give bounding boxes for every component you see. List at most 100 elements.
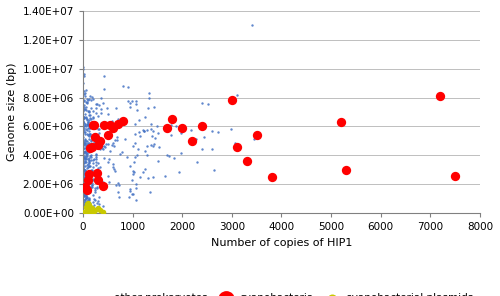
other prokaryotes: [79, 168, 87, 173]
other prokaryotes: [79, 120, 87, 125]
other prokaryotes: [79, 167, 87, 171]
cyanobacterial plasmids: [99, 210, 107, 215]
other prokaryotes: [99, 204, 107, 208]
other prokaryotes: [88, 120, 96, 125]
other prokaryotes: [84, 101, 92, 106]
other prokaryotes: [82, 143, 90, 148]
other prokaryotes: [79, 120, 87, 125]
other prokaryotes: [80, 116, 88, 120]
other prokaryotes: [80, 65, 88, 70]
other prokaryotes: [86, 205, 94, 210]
other prokaryotes: [81, 141, 89, 146]
other prokaryotes: [82, 195, 90, 200]
other prokaryotes: [81, 145, 89, 150]
other prokaryotes: [85, 149, 93, 153]
other prokaryotes: [80, 149, 88, 154]
other prokaryotes: [80, 200, 88, 205]
other prokaryotes: [80, 130, 88, 135]
other prokaryotes: [81, 141, 89, 145]
other prokaryotes: [81, 150, 89, 155]
other prokaryotes: [116, 152, 124, 157]
other prokaryotes: [88, 155, 96, 160]
other prokaryotes: [84, 183, 92, 188]
cyanobacteria: [268, 175, 276, 179]
other prokaryotes: [80, 156, 88, 160]
other prokaryotes: [105, 132, 113, 137]
other prokaryotes: [99, 101, 107, 106]
other prokaryotes: [164, 154, 172, 158]
other prokaryotes: [175, 169, 183, 174]
other prokaryotes: [98, 146, 106, 151]
other prokaryotes: [108, 119, 116, 124]
other prokaryotes: [89, 193, 97, 198]
other prokaryotes: [80, 74, 88, 78]
cyanobacteria: [100, 123, 108, 127]
other prokaryotes: [79, 165, 87, 170]
other prokaryotes: [85, 196, 93, 201]
other prokaryotes: [128, 144, 136, 149]
other prokaryotes: [82, 115, 90, 120]
other prokaryotes: [92, 163, 100, 167]
other prokaryotes: [170, 156, 178, 161]
other prokaryotes: [80, 168, 88, 172]
other prokaryotes: [130, 170, 138, 174]
other prokaryotes: [85, 132, 93, 136]
other prokaryotes: [80, 165, 88, 170]
other prokaryotes: [83, 117, 91, 121]
other prokaryotes: [85, 181, 93, 186]
other prokaryotes: [108, 140, 116, 145]
other prokaryotes: [114, 181, 122, 186]
other prokaryotes: [84, 157, 92, 162]
other prokaryotes: [94, 102, 102, 106]
other prokaryotes: [97, 111, 105, 116]
other prokaryotes: [88, 200, 96, 204]
other prokaryotes: [128, 169, 136, 174]
cyanobacteria: [83, 188, 91, 192]
other prokaryotes: [81, 160, 89, 165]
other prokaryotes: [81, 174, 89, 179]
cyanobacterial plasmids: [82, 210, 90, 214]
other prokaryotes: [84, 189, 92, 193]
other prokaryotes: [233, 93, 241, 98]
other prokaryotes: [80, 193, 88, 198]
other prokaryotes: [83, 151, 91, 155]
other prokaryotes: [83, 144, 91, 148]
other prokaryotes: [80, 193, 88, 197]
other prokaryotes: [82, 156, 90, 161]
other prokaryotes: [96, 141, 104, 145]
other prokaryotes: [80, 193, 88, 198]
other prokaryotes: [82, 197, 90, 202]
other prokaryotes: [80, 168, 88, 173]
other prokaryotes: [84, 165, 92, 170]
other prokaryotes: [94, 198, 102, 203]
other prokaryotes: [82, 153, 90, 158]
other prokaryotes: [169, 118, 177, 122]
cyanobacteria: [198, 124, 206, 129]
other prokaryotes: [86, 134, 94, 139]
other prokaryotes: [128, 192, 136, 197]
other prokaryotes: [86, 94, 94, 99]
other prokaryotes: [86, 185, 94, 190]
other prokaryotes: [92, 157, 100, 161]
cyanobacteria: [90, 123, 98, 127]
other prokaryotes: [82, 152, 90, 157]
cyanobacteria: [84, 178, 92, 182]
other prokaryotes: [100, 87, 108, 91]
other prokaryotes: [90, 135, 98, 140]
other prokaryotes: [80, 126, 88, 131]
other prokaryotes: [87, 168, 95, 173]
other prokaryotes: [126, 189, 134, 194]
other prokaryotes: [172, 123, 180, 128]
other prokaryotes: [96, 103, 104, 107]
other prokaryotes: [81, 172, 89, 177]
other prokaryotes: [92, 206, 100, 210]
other prokaryotes: [86, 154, 94, 159]
other prokaryotes: [248, 23, 256, 28]
other prokaryotes: [82, 162, 90, 167]
other prokaryotes: [79, 81, 87, 86]
other prokaryotes: [128, 177, 136, 182]
other prokaryotes: [80, 200, 88, 205]
cyanobacteria: [106, 123, 114, 127]
other prokaryotes: [83, 154, 91, 159]
other prokaryotes: [89, 160, 97, 165]
